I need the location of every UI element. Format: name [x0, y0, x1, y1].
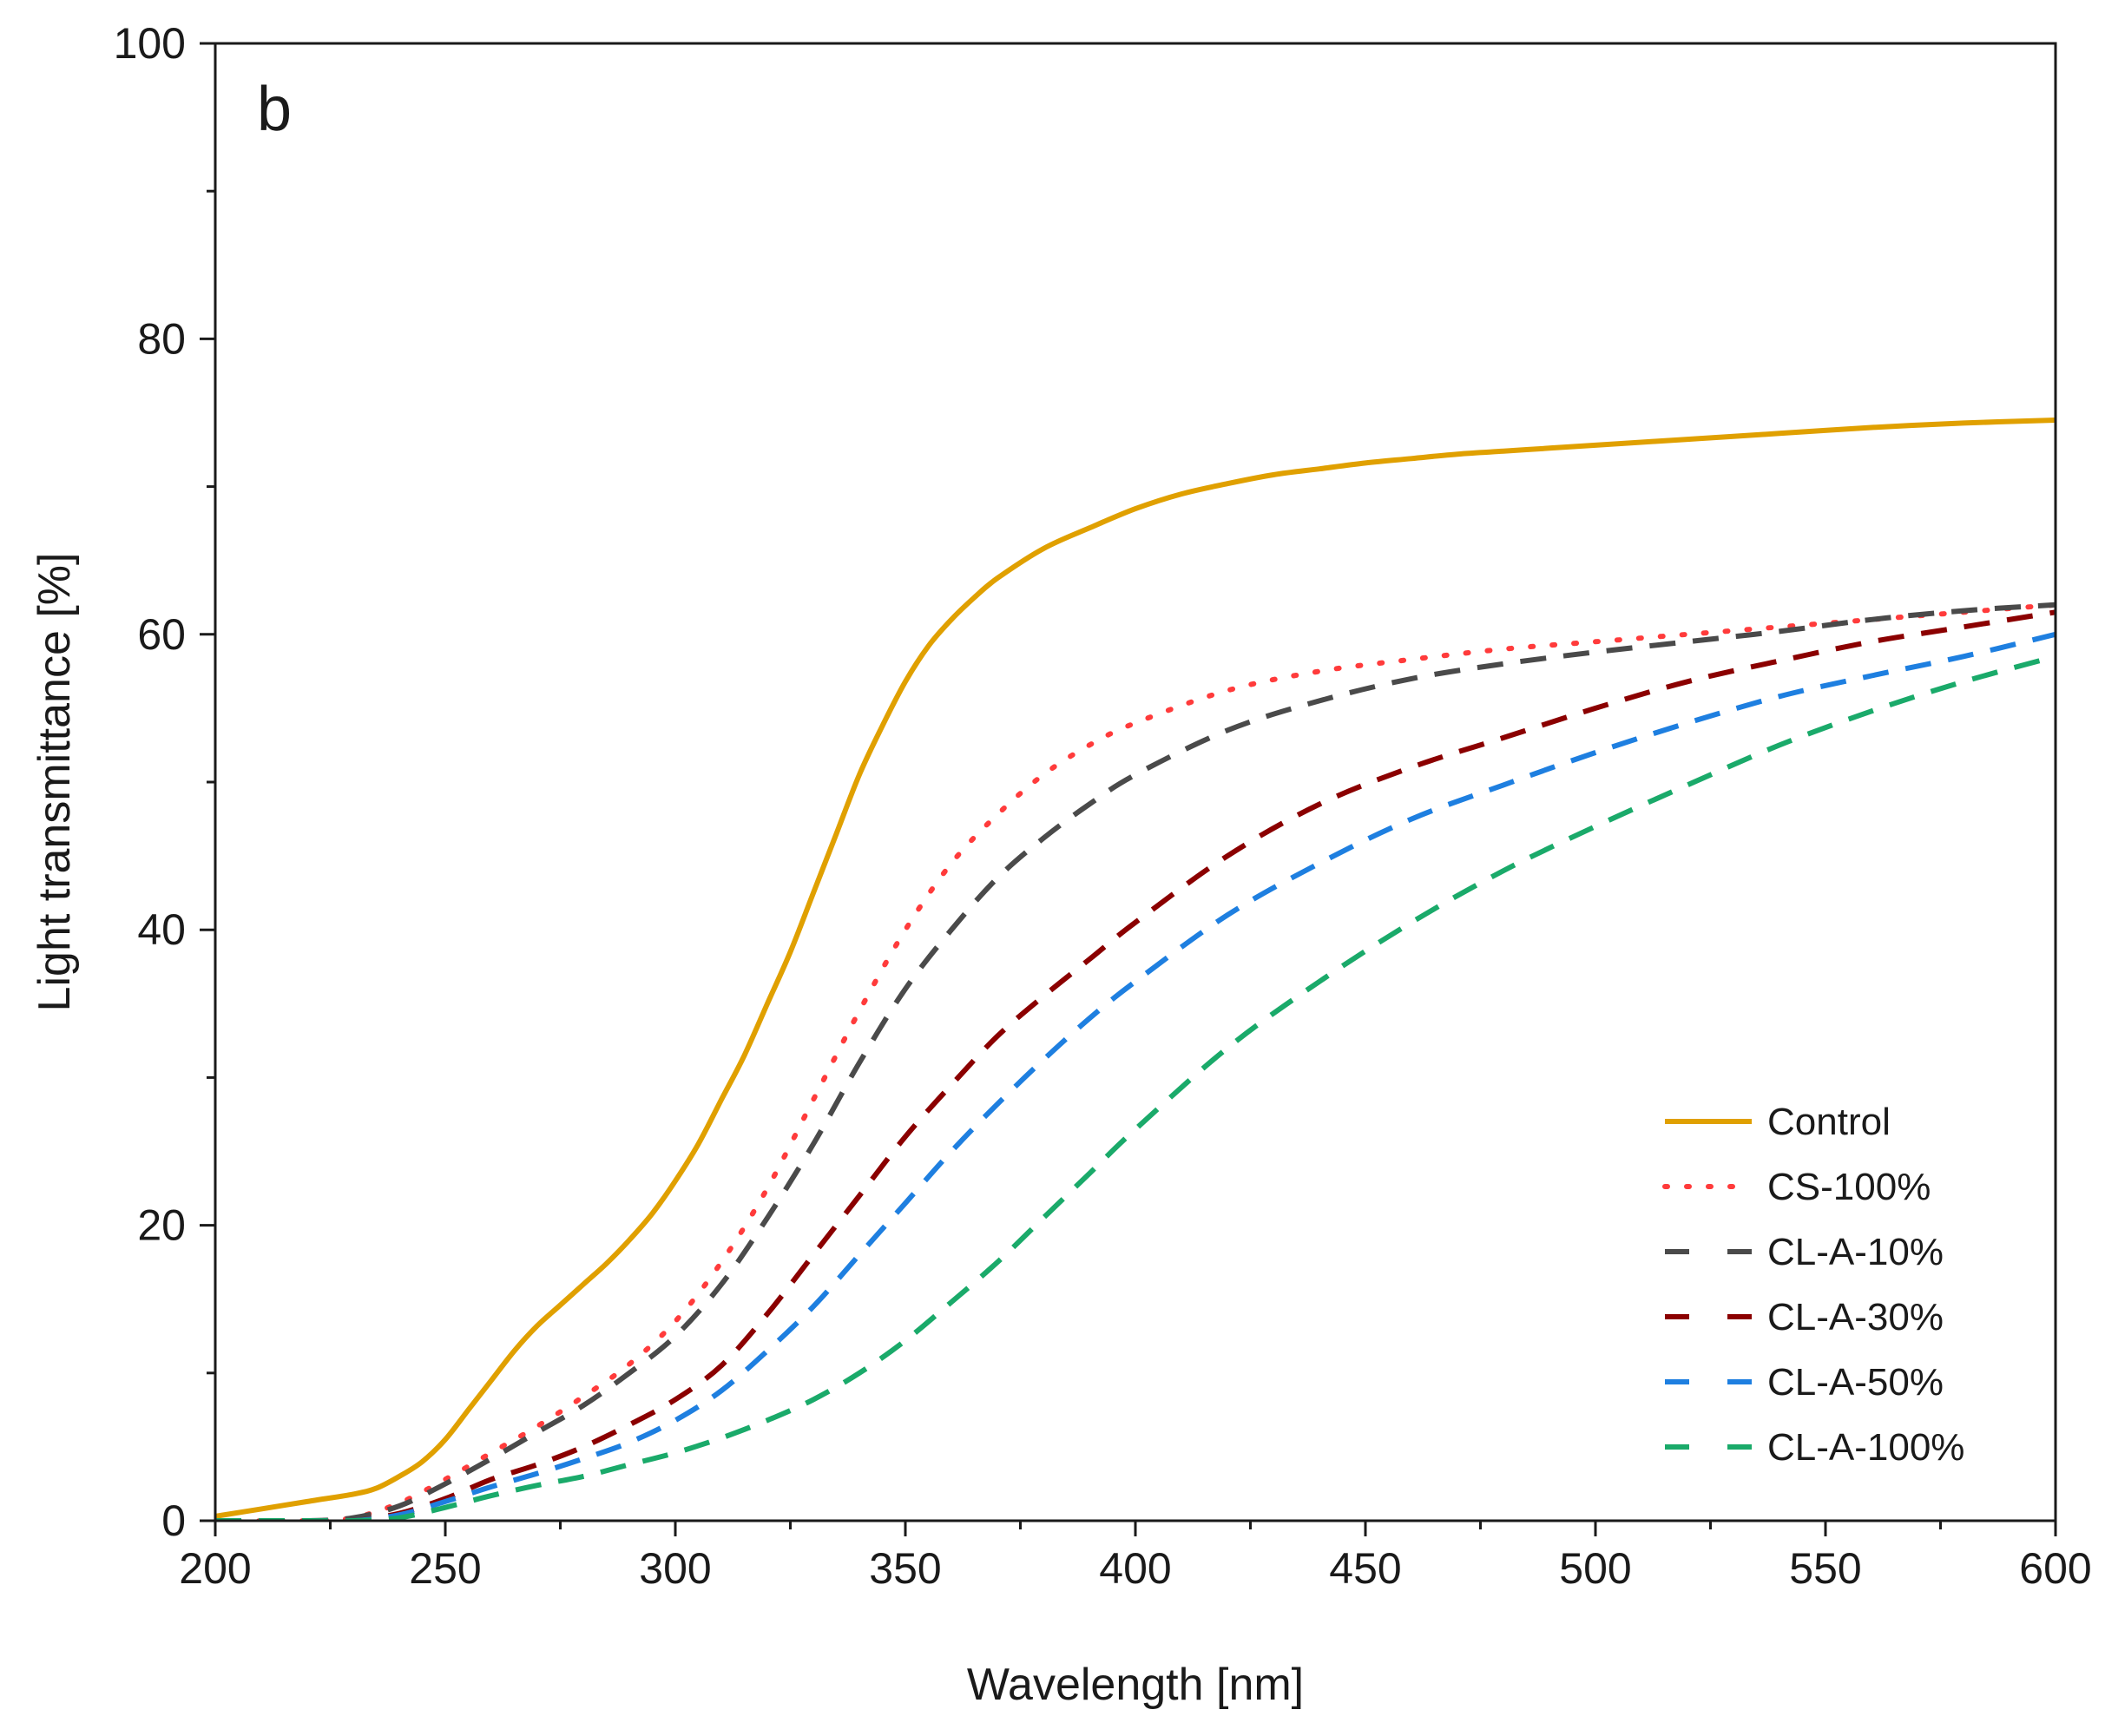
x-axis-title: Wavelength [nm] — [967, 1660, 1304, 1710]
y-axis: 0 20 40 60 80 100 — [114, 19, 215, 1545]
legend-label-cl-a-50: CL-A-50% — [1767, 1361, 1944, 1404]
series-line-cl-a-10 — [215, 602, 2056, 1521]
legend-label-control: Control — [1767, 1101, 1891, 1143]
legend-label-cl-a-100: CL-A-100% — [1767, 1426, 1964, 1469]
y-tick-label: 100 — [114, 19, 186, 68]
x-axis: 200 250 300 350 400 450 500 550 600 — [179, 1521, 2092, 1593]
legend: Control CS-100% CL-A-10% CL-A-30% CL-A-50% CL… — [1662, 1101, 1964, 1469]
y-tick-label: 40 — [137, 905, 186, 954]
x-tick-label: 450 — [1329, 1544, 1401, 1593]
series-line-cl-a-100 — [215, 654, 2056, 1521]
x-tick-label: 300 — [639, 1544, 711, 1593]
y-tick-label: 80 — [137, 314, 186, 363]
x-tick-label: 350 — [869, 1544, 941, 1593]
panel-label: b — [257, 75, 292, 144]
x-tick-label: 600 — [2019, 1544, 2091, 1593]
series-line-cl-a-50 — [215, 631, 2056, 1521]
series-layer — [215, 418, 2056, 1521]
y-tick-label: 20 — [137, 1201, 186, 1250]
x-tick-label: 500 — [1559, 1544, 1631, 1593]
series-line-control — [215, 418, 2056, 1519]
x-tick-label: 200 — [179, 1544, 251, 1593]
y-axis-title: Light transmittance [%] — [30, 553, 80, 1012]
legend-label-cs-100: CS-100% — [1767, 1166, 1931, 1208]
y-tick-label: 60 — [137, 610, 186, 659]
x-tick-label: 550 — [1789, 1544, 1861, 1593]
x-tick-label: 400 — [1099, 1544, 1171, 1593]
x-tick-label: 250 — [409, 1544, 481, 1593]
legend-label-cl-a-30: CL-A-30% — [1767, 1296, 1944, 1338]
y-tick-label: 0 — [161, 1496, 186, 1545]
legend-label-cl-a-10: CL-A-10% — [1767, 1231, 1944, 1273]
